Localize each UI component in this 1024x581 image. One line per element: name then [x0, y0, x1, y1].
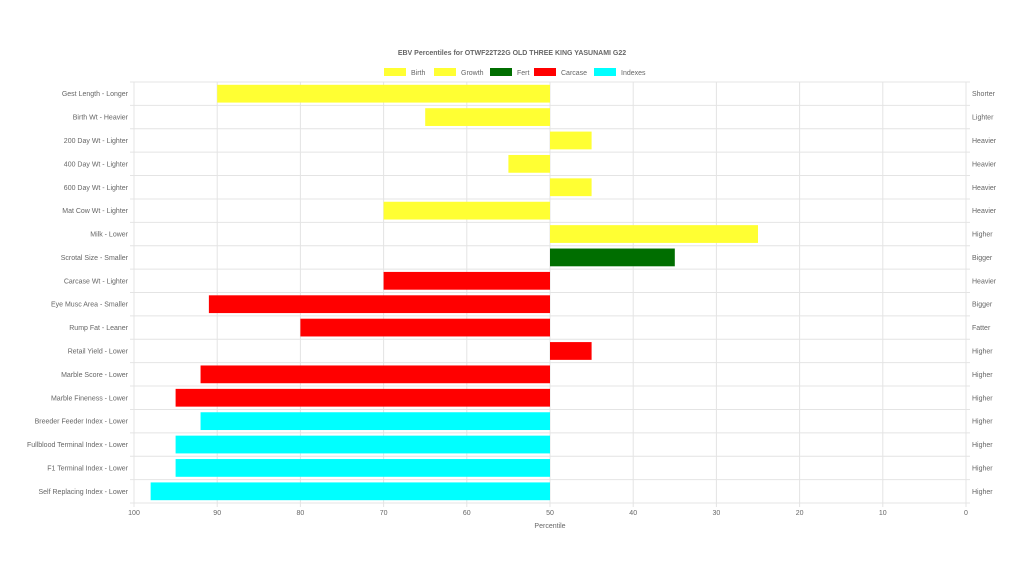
legend-item-indexes[interactable]: Indexes — [594, 68, 646, 77]
category-label: Gest Length - Longer — [62, 91, 129, 98]
legend-item-growth[interactable]: Growth — [434, 68, 484, 77]
x-axis-ticks: 100 90 80 70 60 50 40 30 20 10 0 — [128, 510, 968, 517]
category-label: Breeder Feeder Index - Lower — [35, 419, 129, 426]
x-tick-label: 30 — [713, 510, 721, 517]
x-tick-label: 100 — [128, 510, 140, 517]
x-tick-label: 70 — [380, 510, 388, 517]
bar-birth[interactable] — [425, 108, 550, 126]
bar-growth[interactable] — [550, 178, 592, 197]
direction-label: Heavier — [972, 138, 997, 145]
legend-label: Birth — [411, 70, 426, 77]
category-label: Scrotal Size - Smaller — [61, 255, 129, 262]
direction-label: Higher — [972, 372, 993, 379]
category-label: Carcase Wt - Lighter — [64, 278, 129, 285]
direction-label: Heavier — [972, 185, 997, 192]
bar-fert[interactable] — [550, 248, 675, 267]
bar-indexes[interactable] — [175, 435, 550, 454]
bar-growth[interactable] — [383, 201, 550, 220]
direction-label: Higher — [972, 419, 993, 426]
x-tick-label: 10 — [879, 510, 887, 517]
bar-indexes[interactable] — [150, 482, 550, 501]
direction-label: Heavier — [972, 278, 997, 285]
bar-growth[interactable] — [508, 154, 550, 173]
direction-label: Higher — [972, 348, 993, 355]
x-tick-label: 20 — [796, 510, 804, 517]
category-label: 400 Day Wt - Lighter — [64, 161, 129, 168]
direction-label: Higher — [972, 395, 993, 402]
x-tick-label: 60 — [463, 510, 471, 517]
bar-carcase[interactable] — [300, 318, 550, 337]
bar-indexes[interactable] — [200, 412, 550, 431]
x-tick-label: 50 — [546, 510, 554, 517]
direction-labels: Shorter Lighter Heavier Heavier Heavier Heavi… — [972, 91, 997, 496]
legend-label: Growth — [461, 70, 484, 77]
legend-label: Indexes — [621, 70, 646, 77]
direction-label: Fatter — [972, 325, 991, 332]
direction-label: Bigger — [972, 255, 993, 262]
category-labels: Gest Length - Longer Birth Wt - Heavier 20… — [27, 91, 129, 496]
legend-item-birth[interactable]: Birth — [384, 68, 426, 77]
category-label: Milk - Lower — [90, 232, 128, 239]
category-label: Eye Musc Area - Smaller — [51, 302, 129, 309]
category-label: 600 Day Wt - Lighter — [64, 185, 129, 192]
category-label: F1 Terminal Index - Lower — [47, 465, 128, 472]
legend-label: Fert — [517, 70, 530, 77]
category-label: Mat Cow Wt - Lighter — [62, 208, 128, 215]
category-label: Fullblood Terminal Index - Lower — [27, 442, 129, 449]
bar-growth[interactable] — [550, 131, 592, 150]
bar-carcase[interactable] — [383, 271, 550, 290]
legend-swatch — [594, 68, 616, 76]
chart-title: EBV Percentiles for OTWF22T22G OLD THREE… — [398, 50, 626, 57]
direction-label: Shorter — [972, 91, 996, 98]
direction-label: Lighter — [972, 115, 994, 122]
chart-grid — [130, 81, 970, 507]
legend-label: Carcase — [561, 70, 587, 77]
legend-item-fert[interactable]: Fert — [490, 68, 530, 77]
bar-indexes[interactable] — [175, 459, 550, 477]
chart-bars — [150, 84, 758, 501]
bar-carcase[interactable] — [208, 295, 550, 314]
chart-legend: Birth Growth Fert Carcase Indexes — [384, 68, 646, 77]
bar-carcase[interactable] — [200, 365, 550, 384]
legend-swatch — [490, 68, 512, 76]
direction-label: Higher — [972, 232, 993, 239]
category-label: 200 Day Wt - Lighter — [64, 138, 129, 145]
direction-label: Higher — [972, 465, 993, 472]
direction-label: Bigger — [972, 302, 993, 309]
x-axis-label: Percentile — [534, 523, 565, 530]
x-tick-label: 0 — [964, 510, 968, 517]
category-label: Birth Wt - Heavier — [73, 115, 129, 122]
legend-swatch — [384, 68, 406, 76]
x-tick-label: 80 — [297, 510, 305, 517]
x-tick-label: 40 — [629, 510, 637, 517]
direction-label: Heavier — [972, 208, 997, 215]
legend-item-carcase[interactable]: Carcase — [534, 68, 587, 77]
direction-label: Higher — [972, 442, 993, 449]
bar-growth[interactable] — [550, 225, 758, 243]
bar-birth[interactable] — [217, 84, 550, 103]
direction-label: Heavier — [972, 161, 997, 168]
bar-carcase[interactable] — [550, 342, 592, 360]
category-label: Retail Yield - Lower — [68, 348, 129, 355]
category-label: Rump Fat - Leaner — [69, 325, 128, 332]
legend-swatch — [534, 68, 556, 76]
legend-swatch — [434, 68, 456, 76]
direction-label: Higher — [972, 489, 993, 496]
x-tick-label: 90 — [213, 510, 221, 517]
bar-carcase[interactable] — [175, 388, 550, 407]
category-label: Marble Score - Lower — [61, 372, 129, 379]
category-label: Self Replacing Index - Lower — [39, 489, 129, 496]
category-label: Marble Fineness - Lower — [51, 395, 129, 402]
